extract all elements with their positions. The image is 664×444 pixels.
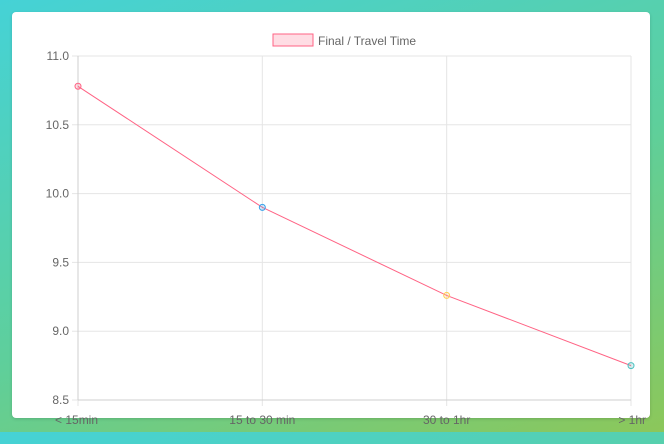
y-tick-label: 10.0 — [46, 187, 70, 201]
chart-card: 11.0 10.5 10.0 9.5 9.0 8.5 < 15min 15 to 30 mi… — [12, 12, 650, 427]
data-point[interactable] — [443, 291, 451, 299]
x-tick-label: 30 to 1hr — [423, 413, 470, 427]
legend-label[interactable]: Final / Travel Time — [318, 34, 416, 48]
series-group — [74, 82, 635, 370]
axes — [77, 56, 631, 401]
y-tick-label: 9.5 — [52, 255, 69, 269]
line-chart: 11.0 10.5 10.0 9.5 9.0 8.5 < 15min 15 to 30 mi… — [46, 33, 646, 427]
legend-swatch[interactable] — [272, 33, 314, 47]
y-tick-label: 9.0 — [52, 324, 69, 338]
grid-lines — [72, 55, 632, 406]
y-axis-tick-labels: 11.0 10.5 10.0 9.5 9.0 8.5 — [46, 49, 70, 407]
x-axis-tick-labels: < 15min 15 to 30 min 30 to 1hr > 1hr — [55, 413, 646, 427]
y-tick-label: 10.5 — [46, 118, 70, 132]
x-tick-label: 15 to 30 min — [229, 413, 295, 427]
y-tick-label: 8.5 — [52, 393, 69, 407]
data-point[interactable] — [258, 203, 266, 211]
y-tick-label: 11.0 — [47, 49, 70, 63]
data-point[interactable] — [627, 362, 635, 370]
series-line — [77, 85, 632, 367]
data-point[interactable] — [74, 82, 82, 90]
x-tick-label: > 1hr — [618, 413, 646, 427]
legend[interactable]: Final / Travel Time — [272, 33, 416, 48]
x-tick-label: < 15min — [55, 413, 98, 427]
